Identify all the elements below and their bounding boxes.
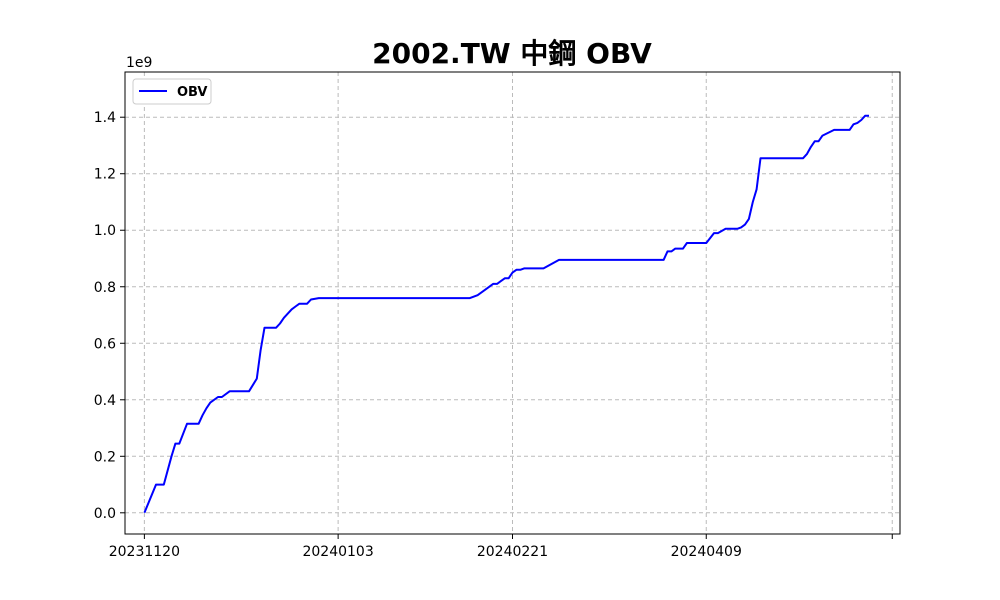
y-tick-label: 0.0 (94, 506, 116, 522)
y-tick-label: 0.2 (94, 449, 116, 465)
chart-title: 2002.TW 中鋼 OBV (372, 37, 652, 70)
x-tick-label: 20240221 (477, 544, 548, 560)
y-tick-label: 0.8 (94, 280, 116, 296)
y-scale-label: 1e9 (126, 55, 152, 71)
y-tick-label: 1.2 (94, 167, 116, 183)
y-tick-label: 0.4 (94, 393, 116, 409)
x-tick-label: 20240409 (671, 544, 742, 560)
legend: OBV (133, 79, 211, 104)
x-tick-label: 20240103 (302, 544, 373, 560)
y-tick-label: 1.4 (94, 110, 116, 126)
x-tick-label: 20231120 (109, 544, 180, 560)
y-tick-label: 1.0 (94, 223, 116, 239)
legend-label-obv: OBV (177, 85, 208, 100)
y-tick-label: 0.6 (94, 336, 116, 352)
